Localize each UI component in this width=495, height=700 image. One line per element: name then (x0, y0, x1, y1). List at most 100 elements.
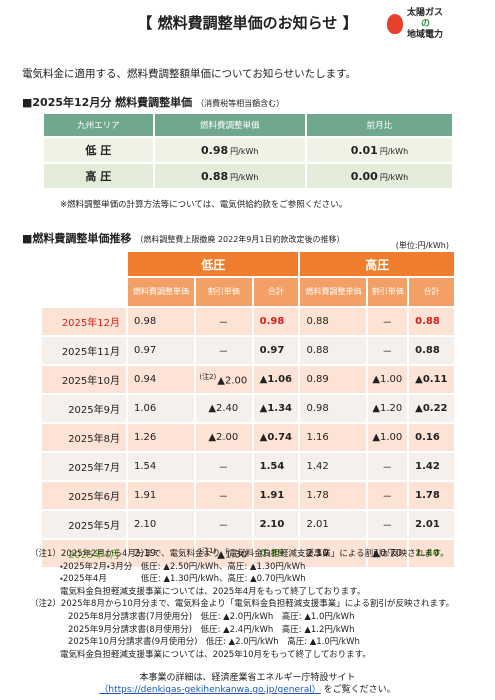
cell: 1.78 (409, 482, 454, 509)
note-line: 2025年9月分請求書(8月使用分) 低圧: ▲2.4円/kWh 高圧: ▲1.… (68, 624, 355, 635)
link[interactable]: （https://denkigas-gekihenkanwa.go.jp/gen… (99, 685, 321, 695)
month: 2025年12月 (42, 308, 126, 335)
cell: 0.94 (128, 366, 194, 393)
cell: － (196, 453, 252, 480)
value: 0.98 (306, 403, 329, 414)
value: ▲0.22 (415, 403, 448, 414)
note-line: ・2025年2月・3月分 低圧: ▲2.50円/kWh、高圧: ▲1.30円/k… (60, 561, 306, 572)
section-heading: ■燃料費調整単価推移 （燃料調整費上限撤廃 2022年9月1日約款改定後の推移） (22, 230, 345, 246)
note-line: 電気料金負担軽減支援事業については、2025年10月をもって終了しております。 (60, 649, 371, 660)
value: 0.01 (350, 143, 378, 157)
unit: (単位:円/kWh) (395, 241, 449, 250)
row: 2025年11月 0.97 － 0.97 0.88 － 0.88 (42, 337, 454, 364)
notes: （注1）2025年2月から4月分まで、電気料金より「電気料金負担軽減支援事業」に… (30, 548, 470, 661)
month: 2025年9月 (42, 395, 126, 422)
value: 0.00 (350, 169, 378, 183)
value: ▲1.00 (372, 432, 403, 443)
cell: ▲2.00 (196, 424, 252, 451)
logo-text: 地域電力 (407, 30, 444, 40)
column-header: 燃料費調整単価 (128, 278, 194, 306)
cell: 0.98 (253, 308, 299, 335)
value: 0.88 (201, 169, 229, 183)
value: 2.10 (259, 519, 285, 530)
value: 0.16 (415, 432, 440, 443)
column-header: 燃料費調整単価 (154, 114, 305, 136)
cell: 0.98 (300, 395, 367, 422)
cell: 1.42 (300, 453, 367, 480)
value: － (218, 463, 229, 474)
cell: 0.16 (409, 424, 454, 451)
note-line: 2025年8月分請求書(7月使用分) 低圧: ▲2.0円/kWh 高圧: ▲1.… (68, 611, 355, 622)
value: 2.01 (306, 519, 329, 530)
value: ▲2.40 (208, 403, 239, 414)
value: 1.42 (306, 461, 329, 472)
value: － (382, 463, 393, 474)
title: 【 燃料費調整単価のお知らせ 】 (137, 14, 358, 32)
corner (42, 252, 126, 306)
group-header: 高圧 (300, 252, 454, 276)
row: 2025年10月 0.94 (注2)▲2.00 ▲1.06 0.89 ▲1.00 ▲0.11 (42, 366, 454, 393)
cell: ▲0.70 (368, 540, 408, 567)
logo: 太陽ガス の 地域電力 (387, 8, 469, 41)
cell: － (196, 337, 252, 364)
month: 2025年5月 (42, 511, 126, 538)
unit: 円/kWh (379, 146, 409, 156)
value: 0.89 (259, 548, 285, 559)
month: 2025年10月 (42, 366, 126, 393)
value: 0.98 (201, 143, 229, 157)
cell: － (368, 453, 408, 480)
cell: 1.06 (128, 395, 194, 422)
value: ▲1.06 (259, 374, 293, 385)
footer: 本事業の詳細は、経済産業省エネルギー庁特設サイト （https://denkig… (0, 672, 495, 696)
unit: 円/kWh (379, 172, 409, 182)
cell: ▲1.20 (368, 395, 408, 422)
cell: 1.54 (253, 453, 299, 480)
logo-text: 太陽ガス (407, 8, 444, 18)
month: 2025年11月 (42, 337, 126, 364)
row-label: 高 圧 (44, 164, 153, 188)
logo-mark (387, 14, 403, 34)
column-header: 合計 (253, 278, 299, 306)
row-label: 低 圧 (44, 138, 153, 162)
value: ▲0.70 (372, 548, 403, 559)
cell: 0.98 (128, 308, 194, 335)
value: 1.78 (415, 490, 440, 501)
note-marker: (注2) (199, 373, 217, 382)
month: 2025年8月 (42, 424, 126, 451)
value: 1.78 (306, 490, 329, 501)
heading: ■2025年12月分 燃料費調整単価 (22, 96, 193, 109)
value: 1.26 (134, 432, 157, 443)
cell: 1.40 (409, 540, 454, 567)
value: － (218, 521, 229, 532)
row: 2025年5月 2.10 － 2.10 2.01 － 2.01 (42, 511, 454, 538)
cell: (注1)▲1.30 (196, 540, 252, 567)
row: 2025年7月 1.54 － 1.54 1.42 － 1.42 (42, 453, 454, 480)
value: ▲1.20 (372, 403, 403, 414)
month: 2025年7月 (42, 453, 126, 480)
footer-text: 本事業の詳細は、経済産業省エネルギー庁特設サイト (139, 673, 356, 683)
row: 2025年6月 1.91 － 1.91 1.78 － 1.78 (42, 482, 454, 509)
note-marker: (注1) (199, 547, 217, 556)
cell: ▲0.22 (409, 395, 454, 422)
cell: ▲1.00 (368, 424, 408, 451)
row: 2025年4月 2.19 (注1)▲1.30 0.89 2.10 ▲0.70 1.40 (42, 540, 454, 567)
value: 2.10 (134, 519, 157, 530)
row: 低 圧 0.98 円/kWh 0.01 円/kWh (44, 138, 452, 162)
cell: 0.88 (300, 337, 367, 364)
cell: 2.10 (300, 540, 367, 567)
subheading: （燃料調整費上限撤廃 2022年9月1日約款改定後の推移） (135, 235, 345, 244)
cell: 0.97 (253, 337, 299, 364)
value: 0.97 (259, 345, 285, 356)
cell: － (368, 337, 408, 364)
history-table: 低圧 高圧 燃料費調整単価 割引単価 合計 燃料費調整単価 割引単価 合計 2025年12月 0.… (40, 250, 456, 569)
note-line: 電気料金負担軽減支援事業については、2025年4月をもって終了しております。 (60, 586, 366, 597)
value: － (218, 318, 229, 329)
cell: － (368, 308, 408, 335)
value: － (218, 347, 229, 358)
value: 2.10 (306, 548, 329, 559)
intro: 電気料金に適用する、燃料費調整額単価についてお知らせいたします。 (22, 68, 357, 80)
value: － (218, 492, 229, 503)
value: 1.16 (306, 432, 329, 443)
cell: 0.98 円/kWh (154, 138, 305, 162)
